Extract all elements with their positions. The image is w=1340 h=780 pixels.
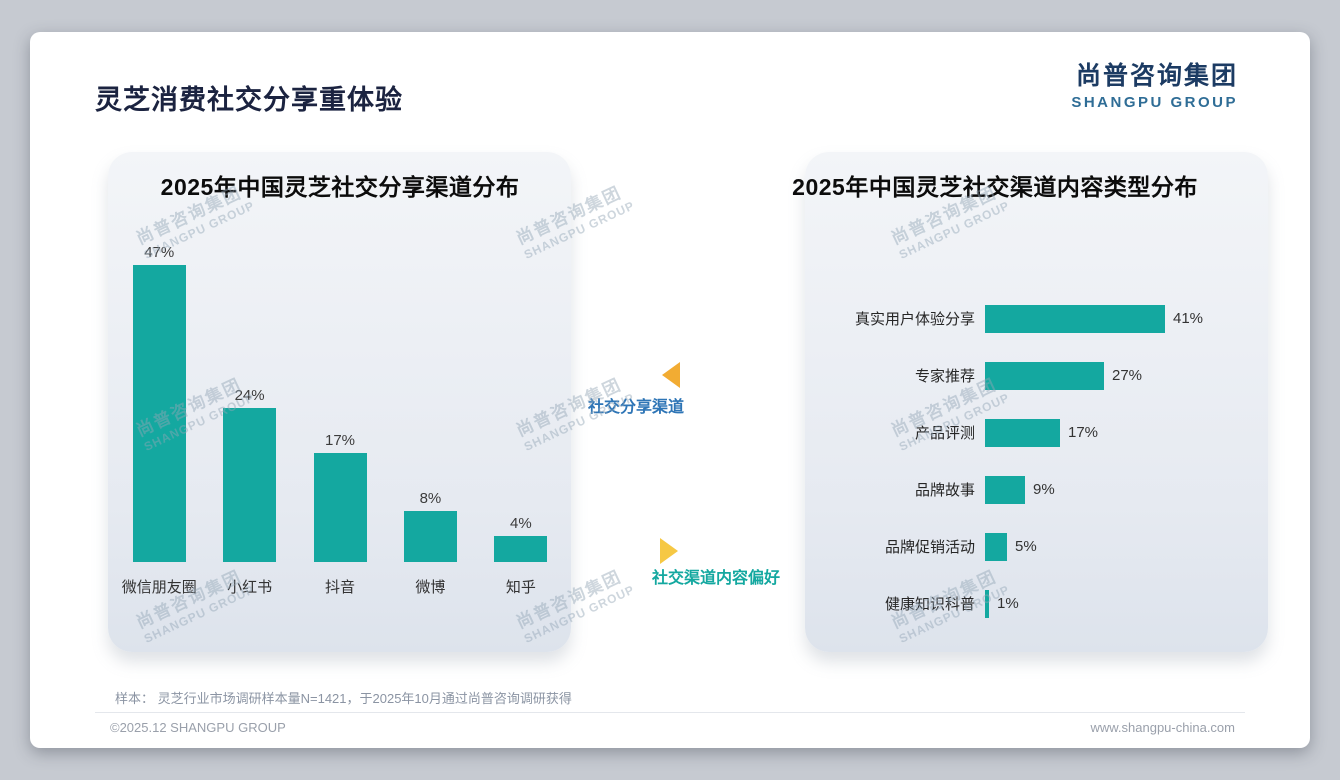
bar-category-label: 品牌故事 — [914, 482, 975, 499]
sample-note: 样本： 灵芝行业市场调研样本量N=1421，于2025年10月通过尚普咨询调研获… — [115, 691, 572, 706]
bar — [985, 475, 1025, 504]
slide-card: 灵芝消费社交分享重体验 尚普咨询集团 SHANGPU GROUP 2025年中国… — [30, 32, 1310, 748]
vertical-bar-chart: 47% 微信朋友圈 24% 小红书 17% 抖音 8% 微博 4% 知乎 — [114, 244, 566, 596]
bar — [985, 361, 1104, 390]
footer-divider — [95, 712, 1245, 713]
bar — [985, 532, 1007, 561]
bar-category-label: 健康知识科普 — [884, 596, 975, 613]
bar — [985, 418, 1060, 447]
bar-category-label: 产品评测 — [914, 425, 975, 442]
company-logo: 尚普咨询集团 SHANGPU GROUP — [1071, 56, 1238, 111]
bar — [985, 304, 1165, 333]
bar — [494, 536, 548, 562]
content-preference-label: 社交渠道内容偏好 — [652, 570, 781, 587]
copyright-text: ©2025.12 SHANGPU GROUP — [110, 720, 286, 735]
chart-bar-row: 品牌故事 9% — [825, 461, 1275, 518]
chart-panel-right — [805, 152, 1268, 652]
chart-title-left: 2025年中国灵芝社交分享渠道分布 — [160, 174, 520, 200]
bar — [313, 453, 367, 562]
chart-bar-group: 47% 微信朋友圈 — [114, 244, 204, 596]
bar-value-label: 27% — [1112, 367, 1143, 384]
page-title: 灵芝消费社交分享重体验 — [95, 85, 403, 115]
bar-value-label: 4% — [509, 515, 532, 532]
bar-category-label: 真实用户体验分享 — [854, 311, 975, 328]
chart-bar-row: 产品评测 17% — [825, 404, 1275, 461]
arrow-right-icon — [660, 538, 678, 564]
bar-category-label: 专家推荐 — [914, 368, 975, 385]
bar-value-label: 5% — [1015, 538, 1037, 555]
bar-category-label: 品牌促销活动 — [884, 539, 975, 556]
chart-bar-row: 健康知识科普 1% — [825, 575, 1275, 632]
bar-value-label: 9% — [1033, 481, 1055, 498]
bar-value-label: 24% — [234, 387, 265, 404]
logo-cn-text: 尚普咨询集团 — [1075, 62, 1238, 90]
chart-bar-row: 品牌促销活动 5% — [825, 518, 1275, 575]
bar-category-label: 微信朋友圈 — [121, 579, 197, 596]
bar-value-label: 41% — [1173, 310, 1204, 327]
chart-bar-group: 4% 知乎 — [476, 244, 566, 596]
bar-category-label: 知乎 — [505, 579, 536, 596]
horizontal-bar-chart: 真实用户体验分享 41% 专家推荐 27% 产品评测 17% 品牌故事 9% 品牌促销活动 5% 健… — [825, 290, 1275, 632]
bar — [132, 265, 186, 562]
bar — [223, 408, 277, 562]
bar — [985, 589, 989, 618]
bar — [403, 511, 457, 562]
logo-en-text: SHANGPU GROUP — [1071, 94, 1238, 111]
chart-bar-group: 17% 抖音 — [295, 244, 385, 596]
chart-title-right: 2025年中国灵芝社交渠道内容类型分布 — [792, 174, 1198, 200]
bar-value-label: 8% — [419, 490, 442, 507]
bar-value-label: 47% — [144, 244, 175, 261]
chart-bar-group: 8% 微博 — [385, 244, 475, 596]
bar-value-label: 1% — [997, 595, 1019, 612]
chart-bar-row: 真实用户体验分享 41% — [825, 290, 1275, 347]
bar-value-label: 17% — [325, 432, 356, 449]
arrow-left-icon — [662, 362, 680, 388]
chart-bar-group: 24% 小红书 — [204, 244, 294, 596]
bar-category-label: 微博 — [415, 579, 446, 596]
chart-bar-row: 专家推荐 27% — [825, 347, 1275, 404]
social-share-channel-label: 社交分享渠道 — [588, 399, 685, 416]
website-url: www.shangpu-china.com — [1090, 720, 1235, 735]
bar-value-label: 17% — [1068, 424, 1099, 441]
bar-category-label: 小红书 — [227, 579, 273, 596]
bar-category-label: 抖音 — [325, 579, 356, 596]
